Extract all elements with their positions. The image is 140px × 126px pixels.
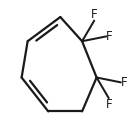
Text: F: F [106, 30, 113, 43]
Text: F: F [121, 76, 127, 89]
Text: F: F [105, 98, 112, 111]
Text: F: F [91, 8, 97, 21]
